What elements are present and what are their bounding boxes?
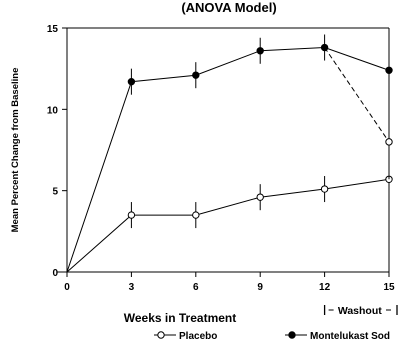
data-point xyxy=(192,211,200,219)
axis-ticks: 0 3 6 9 12 15 0 5 10 15 xyxy=(47,24,395,293)
legend-label: Montelukast Sod xyxy=(310,331,390,342)
series-placebo xyxy=(66,166,393,273)
chart-title: (ANOVA Model) xyxy=(181,0,276,15)
legend-marker xyxy=(288,331,296,339)
data-point xyxy=(256,193,264,201)
series-line xyxy=(324,47,390,143)
data-point xyxy=(192,71,200,79)
y-tick-label: 0 xyxy=(52,268,58,279)
x-tick-label: 3 xyxy=(129,282,135,293)
data-point xyxy=(320,185,329,193)
washout-label: Washout xyxy=(338,305,382,317)
data-point xyxy=(127,77,136,86)
data-point xyxy=(127,211,136,219)
series-montelukast-sod xyxy=(66,34,393,273)
x-axis-label: Weeks in Treatment xyxy=(124,311,237,325)
series-washout-dashed xyxy=(324,47,393,180)
y-tick-label: 15 xyxy=(47,24,59,35)
series-line xyxy=(66,178,390,273)
legend-item: Montelukast Sod xyxy=(285,331,390,342)
x-tick-label: 6 xyxy=(193,282,199,293)
legend-item: Placebo xyxy=(154,331,217,342)
legend-label: Placebo xyxy=(179,331,217,342)
data-point xyxy=(256,47,264,55)
x-tick-label: 15 xyxy=(383,282,395,293)
x-tick-label: 0 xyxy=(64,282,70,293)
series-layer xyxy=(66,34,393,273)
series-line xyxy=(66,46,390,273)
legend: Placebo Montelukast Sod xyxy=(154,331,390,342)
legend-marker xyxy=(157,331,165,339)
data-point xyxy=(385,66,393,74)
data-point xyxy=(385,138,393,146)
y-tick-label: 5 xyxy=(52,187,58,198)
washout-annotation: Washout xyxy=(323,305,398,317)
x-tick-label: 9 xyxy=(257,282,263,293)
y-axis-label: Mean Percent Change from Baseline xyxy=(10,68,21,233)
y-tick-label: 10 xyxy=(47,105,59,116)
x-tick-label: 12 xyxy=(319,282,331,293)
